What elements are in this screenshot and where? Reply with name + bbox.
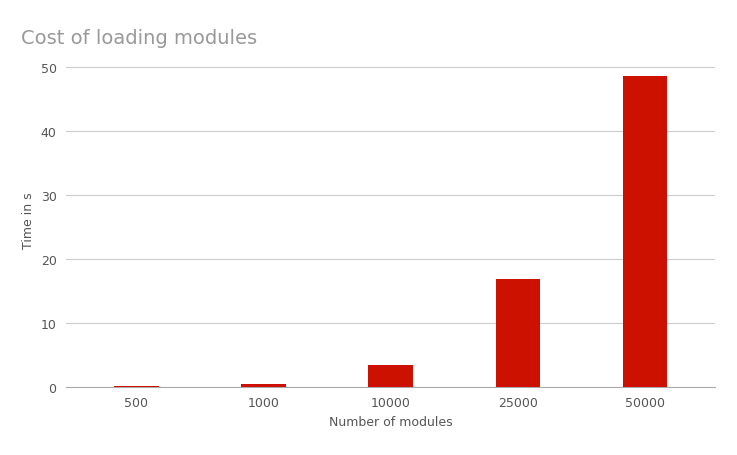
Bar [114,386,158,387]
Bar [241,384,286,387]
X-axis label: Number of modules: Number of modules [329,415,453,428]
Bar [623,77,667,387]
Text: Cost of loading modules: Cost of loading modules [21,29,257,47]
Y-axis label: Time in s: Time in s [22,192,35,249]
Bar [495,279,540,387]
Bar [368,365,413,387]
